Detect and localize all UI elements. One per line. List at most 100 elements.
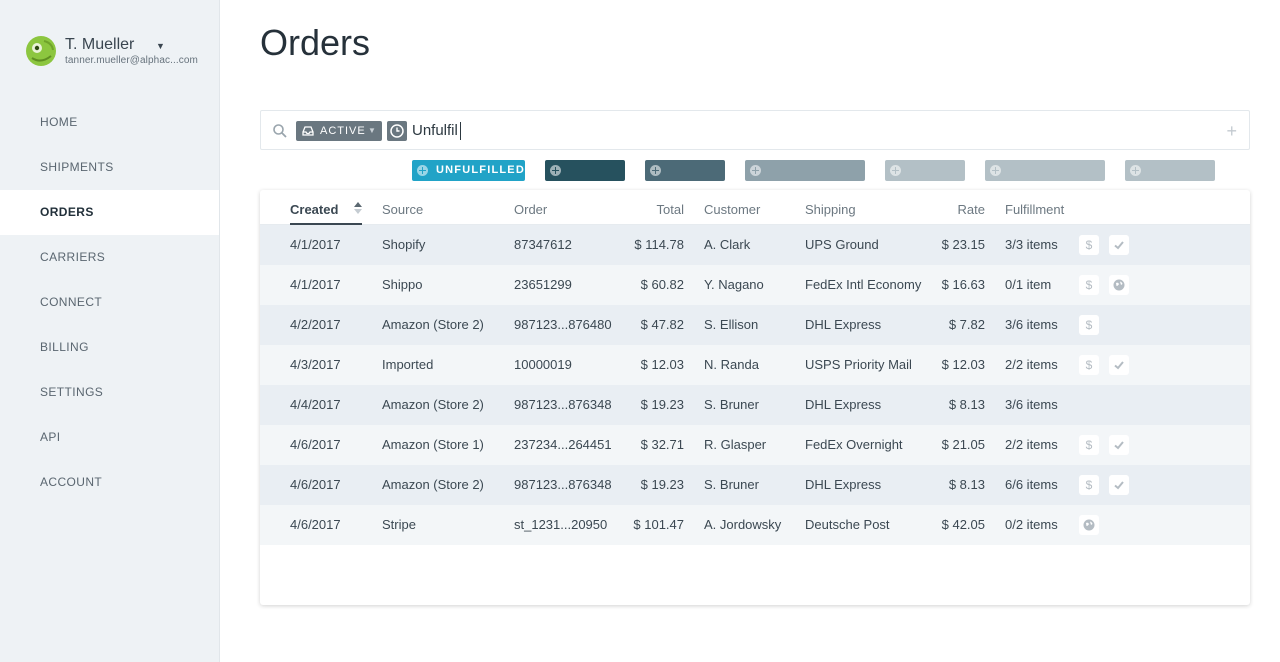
cell-customer: Y. Nagano [704,277,764,292]
sidebar-item-home[interactable]: HOME [40,115,78,129]
table-row[interactable]: 4/6/2017 Amazon (Store 2) 987123...876348 $… [260,465,1250,505]
cell-source: Shippo [382,277,423,292]
chevron-down-icon: ▼ [368,126,377,135]
clock-icon [390,124,404,138]
search-bar[interactable]: ACTIVE ▼ Unfulfil + [260,110,1250,150]
cell-fulfillment: 2/2 items [1005,437,1058,452]
cell-rate: $ 12.03 [941,357,985,372]
cell-rate: $ 23.15 [941,237,985,252]
filter-chip[interactable] [985,160,1105,181]
sidebar-item-account[interactable]: ACCOUNT [40,475,103,489]
sort-arrows-icon[interactable] [354,202,362,214]
column-header-order[interactable]: Order [514,202,548,217]
dollar-icon[interactable]: $ [1079,235,1099,255]
column-header-customer[interactable]: Customer [704,202,761,217]
cell-customer: N. Randa [704,357,759,372]
cell-customer: R. Glasper [704,437,767,452]
cell-fulfillment: 3/6 items [1005,397,1058,412]
cell-source: Amazon (Store 2) [382,317,484,332]
cell-total: $ 114.78 [634,237,684,252]
plus-circle-icon [750,165,761,176]
sidebar-item-shipments[interactable]: SHIPMENTS [40,160,114,174]
user-name: T. Mueller [65,36,135,53]
column-header-source[interactable]: Source [382,202,424,217]
cell-source: Amazon (Store 2) [382,477,484,492]
plus-circle-icon [417,165,428,176]
cell-shipping: DHL Express [805,317,882,332]
table-row[interactable]: 4/3/2017 Imported 10000019 $ 12.03 N. Randa U… [260,345,1250,385]
table-row[interactable]: 4/1/2017 Shippo 23651299 $ 60.82 Y. Nagano Fe… [260,265,1250,305]
table-row[interactable]: 4/4/2017 Amazon (Store 2) 987123...876348 $… [260,385,1250,425]
active-filter-chip[interactable]: ACTIVE ▼ [296,121,382,141]
sidebar-item-billing[interactable]: BILLING [40,340,89,354]
cell-total: $ 32.71 [640,437,684,452]
cell-rate: $ 7.82 [948,317,985,332]
cell-rate: $ 42.05 [941,517,985,532]
plus-icon[interactable]: + [1226,121,1237,141]
dollar-icon[interactable]: $ [1079,315,1099,335]
cell-created: 4/3/2017 [290,357,341,372]
column-header-created[interactable]: Created [290,202,339,217]
filter-chip[interactable]: UNFULFILLED [412,160,525,181]
check-icon[interactable] [1109,355,1129,375]
search-icon [273,124,287,138]
cell-rate: $ 16.63 [941,277,985,292]
sidebar-item-settings[interactable]: SETTINGS [40,385,104,399]
cell-customer: S. Bruner [704,477,759,492]
cell-rate: $ 21.05 [941,437,985,452]
cell-shipping: Deutsche Post [805,517,890,532]
sort-indicator [290,223,362,225]
dollar-icon[interactable]: $ [1079,275,1099,295]
inbox-icon [302,126,314,136]
cell-total: $ 19.23 [640,477,684,492]
column-header-rate[interactable]: Rate [957,202,985,217]
filter-suggestions: UNFULFILLED [0,160,1280,181]
sidebar-item-orders[interactable]: ORDERS [0,190,219,235]
cell-rate: $ 8.13 [948,477,985,492]
table-row[interactable]: 4/1/2017 Shopify 87347612 $ 114.78 A. Clark U… [260,225,1250,265]
cell-shipping: FedEx Intl Economy [805,277,922,292]
cell-total: $ 47.82 [640,317,684,332]
table-row[interactable]: 4/6/2017 Stripe st_1231...20950 $ 101.47 A. … [260,505,1250,545]
dollar-icon[interactable]: $ [1079,435,1099,455]
plus-circle-icon [1130,165,1141,176]
globe-icon[interactable] [1109,275,1129,295]
chevron-down-icon[interactable]: ▼ [156,41,165,51]
table-row[interactable]: 4/6/2017 Amazon (Store 1) 237234...264451 $… [260,425,1250,465]
cell-fulfillment: 3/6 items [1005,317,1058,332]
sidebar-item-carriers[interactable]: CARRIERS [40,250,106,264]
clock-chip[interactable] [387,121,407,141]
check-icon[interactable] [1109,475,1129,495]
cell-order: 87347612 [514,237,572,252]
check-icon[interactable] [1109,435,1129,455]
table-row[interactable]: 4/2/2017 Amazon (Store 2) 987123...876480 $… [260,305,1250,345]
filter-chip[interactable] [1125,160,1215,181]
filter-chip[interactable] [645,160,725,181]
sidebar-item-api[interactable]: API [40,430,61,444]
cell-created: 4/2/2017 [290,317,341,332]
column-header-total[interactable]: Total [656,202,684,217]
search-input[interactable]: Unfulfil [412,122,461,140]
globe-icon[interactable] [1079,515,1099,535]
cell-shipping: UPS Ground [805,237,879,252]
cell-order: 987123...876348 [514,477,612,492]
sidebar-item-connect[interactable]: CONNECT [40,295,103,309]
filter-chip[interactable] [545,160,625,181]
cell-created: 4/1/2017 [290,277,341,292]
dollar-icon[interactable]: $ [1079,355,1099,375]
column-header-fulfillment[interactable]: Fulfillment [1005,202,1065,217]
filter-chip[interactable] [745,160,865,181]
filter-chip[interactable] [885,160,965,181]
cell-source: Shopify [382,237,426,252]
user-menu[interactable]: T. Mueller ▼ tanner.mueller@alphac...com [26,34,216,74]
dollar-icon[interactable]: $ [1079,475,1099,495]
column-header-shipping[interactable]: Shipping [805,202,856,217]
check-icon[interactable] [1109,235,1129,255]
page-title: Orders [260,22,371,63]
active-chip-label: ACTIVE [320,125,366,137]
cell-source: Amazon (Store 1) [382,437,484,452]
user-email: tanner.mueller@alphac...com [65,55,198,66]
cell-fulfillment: 2/2 items [1005,357,1058,372]
cell-total: $ 19.23 [640,397,684,412]
cell-source: Stripe [382,517,416,532]
